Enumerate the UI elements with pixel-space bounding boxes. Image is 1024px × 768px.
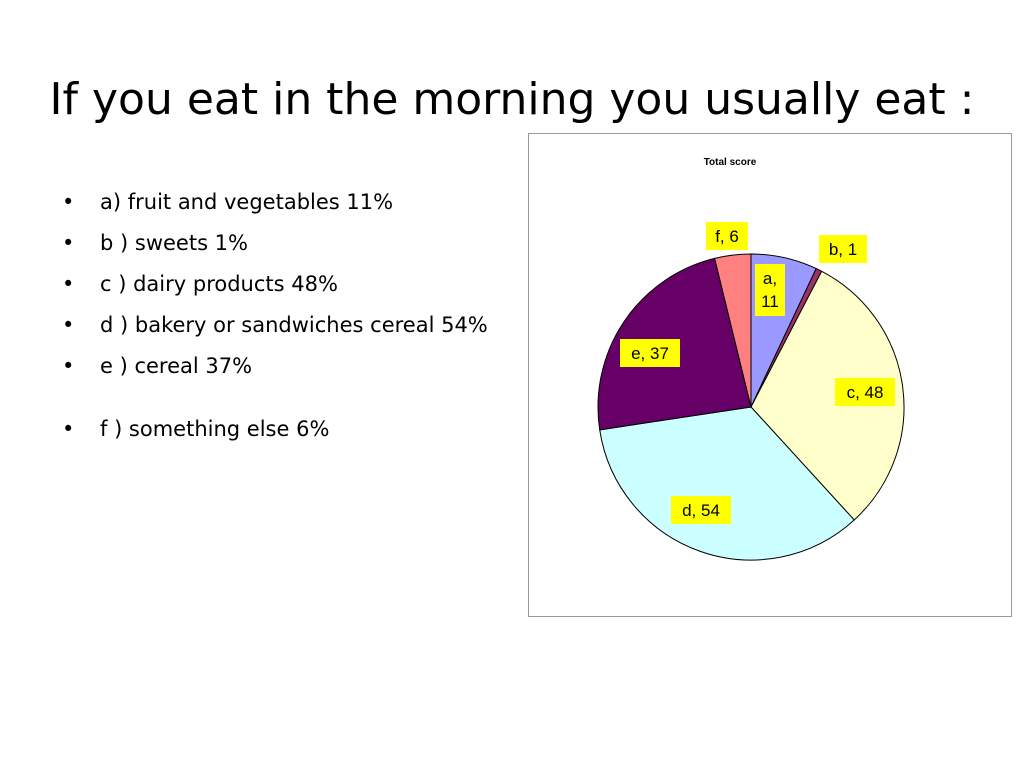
- slice-label-text: e, 37: [631, 344, 669, 363]
- slice-label-d: d, 54: [671, 496, 731, 524]
- bullet-dot: •: [62, 417, 75, 441]
- slice-label-f: f, 6: [706, 222, 748, 250]
- bullet-text: b ) sweets 1%: [100, 231, 248, 255]
- bullet-text: c ) dairy products 48%: [100, 272, 338, 296]
- bullet-item: • f ) something else 6%: [62, 413, 532, 454]
- slice-label-text: f, 6: [715, 227, 739, 246]
- slice-label-background: [835, 378, 895, 406]
- slice-label-b: b, 1: [819, 235, 867, 263]
- bullet-dot: •: [62, 354, 75, 378]
- bullet-dot: •: [62, 190, 75, 214]
- bullet-dot: •: [62, 313, 75, 337]
- slide-title: If you eat in the morning you usually ea…: [49, 74, 975, 125]
- slice-label-background: [755, 264, 785, 316]
- bullet-item: • b ) sweets 1%: [62, 227, 532, 268]
- bullet-dot: •: [62, 231, 75, 255]
- pie-chart: Total score a, 11 b, 1 c, 48 d, 54 e, 37 f, 6: [597, 157, 905, 561]
- pie-chart-frame: Total score a, 11 b, 1 c, 48 d, 54 e, 37 f, 6: [528, 133, 1012, 617]
- slice-label-background: [620, 339, 680, 367]
- bullet-text: a) fruit and vegetables 11%: [100, 190, 394, 214]
- bullet-text: e ) cereal 37%: [100, 354, 253, 378]
- slice-label-c: c, 48: [835, 378, 895, 406]
- pie-slice-c: [750, 270, 905, 521]
- slice-label-text: b, 1: [829, 240, 857, 259]
- slice-label-background: [819, 235, 867, 263]
- slice-label-a: a, 11: [755, 264, 785, 316]
- slice-label-text: c, 48: [847, 383, 884, 402]
- slice-label-background: [706, 222, 748, 250]
- chart-title: Total score: [704, 157, 757, 168]
- slice-label-e: e, 37: [620, 339, 680, 367]
- bullet-item: • c ) dairy products 48%: [62, 268, 532, 309]
- slice-label-background: [671, 496, 731, 524]
- pie-labels: a, 11 b, 1 c, 48 d, 54 e, 37 f, 6: [620, 222, 895, 524]
- pie-slices: [597, 253, 905, 561]
- bullet-item: • a) fruit and vegetables 11%: [62, 186, 532, 227]
- slice-label-text: a, 11: [761, 269, 779, 311]
- pie-slice-f: [714, 253, 752, 408]
- bullet-dot: •: [62, 272, 75, 296]
- bullet-text: f ) something else 6%: [100, 417, 330, 441]
- bullet-item: • d ) bakery or sandwiches cereal 54%: [62, 309, 532, 350]
- bullet-list: • a) fruit and vegetables 11% • b ) sweets…: [62, 186, 532, 454]
- pie-slice-d: [599, 406, 855, 561]
- bullet-item: • e ) cereal 37%: [62, 350, 532, 391]
- bullet-text: d ) bakery or sandwiches cereal 54%: [100, 313, 488, 337]
- slice-label-text: d, 54: [682, 501, 720, 520]
